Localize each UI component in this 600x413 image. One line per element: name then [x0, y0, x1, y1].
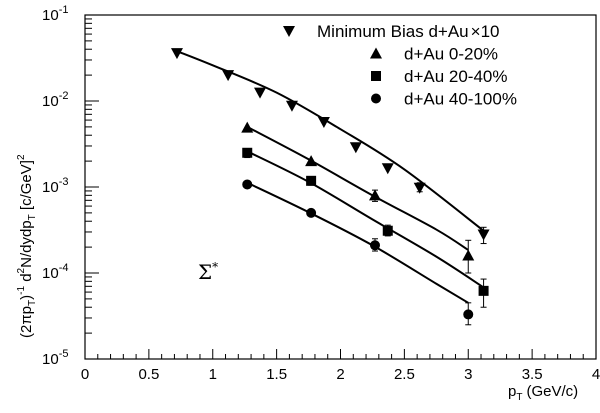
x-tick-label: 2.5	[394, 366, 415, 383]
x-tick-label: 4	[592, 366, 600, 383]
data-point	[413, 182, 426, 194]
x-tick-label: 3.5	[522, 366, 543, 383]
particle-annotation: Σ*	[198, 260, 218, 284]
data-point	[305, 155, 318, 167]
y-tick-label: 10-1	[42, 4, 68, 24]
legend-label: Minimum Bias d+Au ×10	[317, 22, 500, 41]
y-axis-label: (2πpT)-1 d2N/dydpT [c/GeV]2	[16, 154, 38, 338]
data-point	[368, 189, 381, 201]
x-tick-label: 0	[81, 366, 89, 383]
legend-marker	[370, 47, 382, 59]
x-tick-label: 1	[209, 366, 217, 383]
legend-marker	[371, 71, 381, 81]
x-tick-label: 0.5	[138, 366, 159, 383]
legend-label: d+Au 20-40%	[404, 67, 508, 86]
data-point	[478, 285, 489, 296]
data-point	[254, 87, 267, 99]
fit-curve	[246, 150, 485, 289]
data-point	[477, 229, 490, 241]
data-point	[242, 179, 253, 190]
data-markers	[170, 48, 490, 326]
y-tick-label: 10-3	[42, 176, 68, 196]
legend-marker	[283, 26, 295, 37]
data-point	[306, 207, 317, 218]
data-point	[462, 249, 475, 261]
x-tick-label: 3	[464, 366, 472, 383]
legend-label: d+Au 0-20%	[404, 45, 498, 64]
data-point	[222, 70, 235, 82]
legend-label: d+Au 40-100%	[404, 90, 517, 109]
x-tick-label: 2	[336, 366, 344, 383]
fit-curve	[246, 181, 469, 304]
data-point	[463, 309, 474, 320]
plot-frame	[84, 14, 597, 360]
data-point	[306, 175, 317, 186]
legend: Minimum Bias d+Au ×10 d+Au 0-20% d+Au 20-40…	[283, 22, 517, 109]
data-point	[285, 100, 298, 112]
axes: 0 0.5 1 1.5 2 2.5 3 3.5 4 10-5 10-4 10-3 10-2 10-1	[42, 4, 600, 383]
x-axis-label: pT (GeV/c)	[508, 383, 578, 403]
x-tick-label: 1.5	[266, 366, 287, 383]
data-point	[349, 142, 362, 154]
legend-marker	[371, 93, 381, 104]
y-tick-label: 10-2	[42, 90, 68, 110]
data-point	[317, 116, 330, 128]
data-point	[242, 147, 253, 158]
data-point	[170, 48, 183, 60]
data-point	[369, 240, 380, 251]
data-point	[381, 163, 394, 175]
y-tick-label: 10-4	[42, 262, 68, 282]
data-point	[382, 225, 393, 236]
data-point	[241, 121, 254, 133]
y-tick-label: 10-5	[42, 348, 68, 368]
